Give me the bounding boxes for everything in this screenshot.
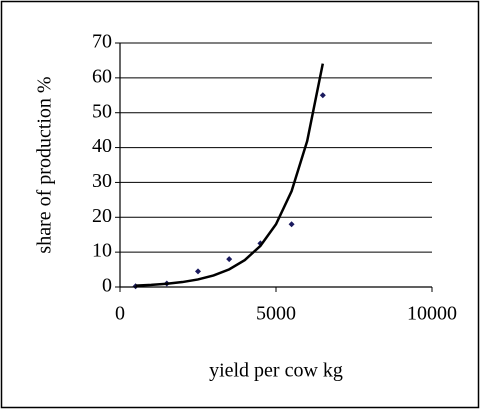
y-tick-label: 40 (92, 135, 112, 157)
data-point (319, 92, 326, 99)
y-tick-label: 50 (92, 100, 112, 122)
x-tick-label: 5000 (256, 303, 296, 325)
trend-line (135, 63, 325, 287)
data-point (288, 221, 295, 228)
x-axis-label: yield per cow kg (209, 360, 343, 382)
data-point (195, 268, 201, 275)
y-tick-label: 30 (92, 170, 112, 192)
x-tick-label: 10000 (407, 303, 457, 325)
y-tick-label: 20 (92, 205, 112, 227)
y-tick-label: 60 (92, 65, 112, 87)
y-tick-label: 70 (92, 31, 112, 53)
y-tick-label: 0 (102, 275, 112, 297)
data-point (226, 256, 233, 263)
y-tick-label: 10 (92, 240, 112, 262)
y-axis-label: share of production % (34, 76, 56, 253)
x-tick-label: 0 (115, 303, 125, 325)
